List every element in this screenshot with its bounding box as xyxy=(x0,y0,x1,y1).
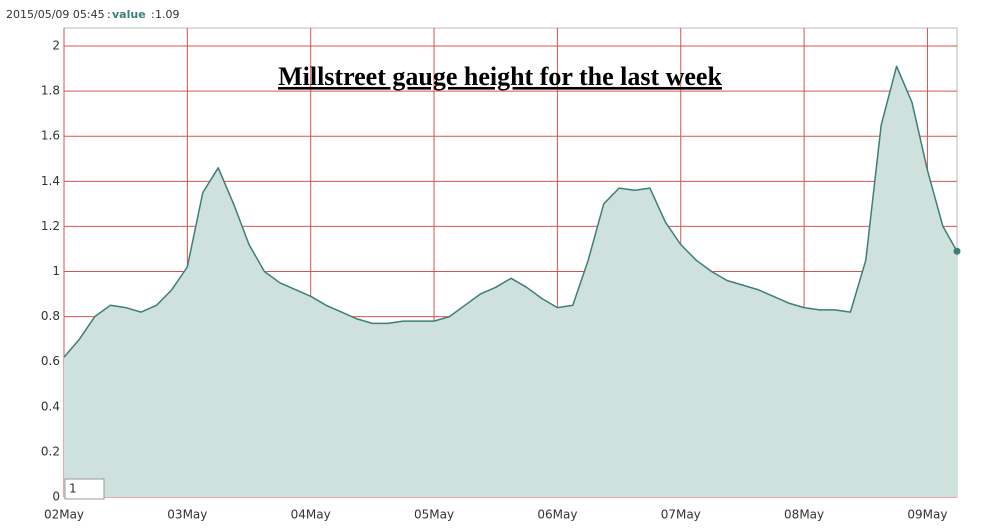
y-tick-label: 2 xyxy=(52,39,60,53)
y-tick-label: 1 xyxy=(52,264,60,278)
x-tick-label: 04May xyxy=(291,508,331,522)
x-tick-label: 06May xyxy=(537,508,577,522)
y-tick-label: 1.2 xyxy=(41,219,60,233)
x-tick-label: 03May xyxy=(167,508,207,522)
area-line xyxy=(63,65,958,358)
y-tick-label: 0.2 xyxy=(41,444,60,458)
y-tick-label: 1.4 xyxy=(41,174,60,188)
x-tick-label: 07May xyxy=(661,508,701,522)
area-fill xyxy=(64,66,957,498)
x-tick-label: 08May xyxy=(784,508,824,522)
legend-box xyxy=(64,478,105,500)
hover-label: value xyxy=(112,8,146,21)
y-tick-label: 0.4 xyxy=(41,399,60,413)
y-tick-label: 1.8 xyxy=(41,84,60,98)
legend-entry: 1 xyxy=(69,482,77,496)
y-tick-label: 0.6 xyxy=(41,354,60,368)
y-tick-label: 0 xyxy=(52,490,60,504)
hover-point xyxy=(953,247,961,255)
x-tick-label: 02May xyxy=(44,508,84,522)
plot-area xyxy=(63,27,961,498)
chart-title: Millstreet gauge height for the last wee… xyxy=(278,62,722,91)
x-tick-label: 09May xyxy=(907,508,947,522)
hover-sep: : xyxy=(107,8,111,21)
hover-date: 2015/05/09 05:45 xyxy=(6,8,105,21)
hover-sep: : xyxy=(151,8,155,21)
y-tick-label: 0.8 xyxy=(41,309,60,323)
hover-value: 1.09 xyxy=(155,8,180,21)
y-tick-label: 1.6 xyxy=(41,129,60,143)
x-tick-label: 05May xyxy=(414,508,454,522)
